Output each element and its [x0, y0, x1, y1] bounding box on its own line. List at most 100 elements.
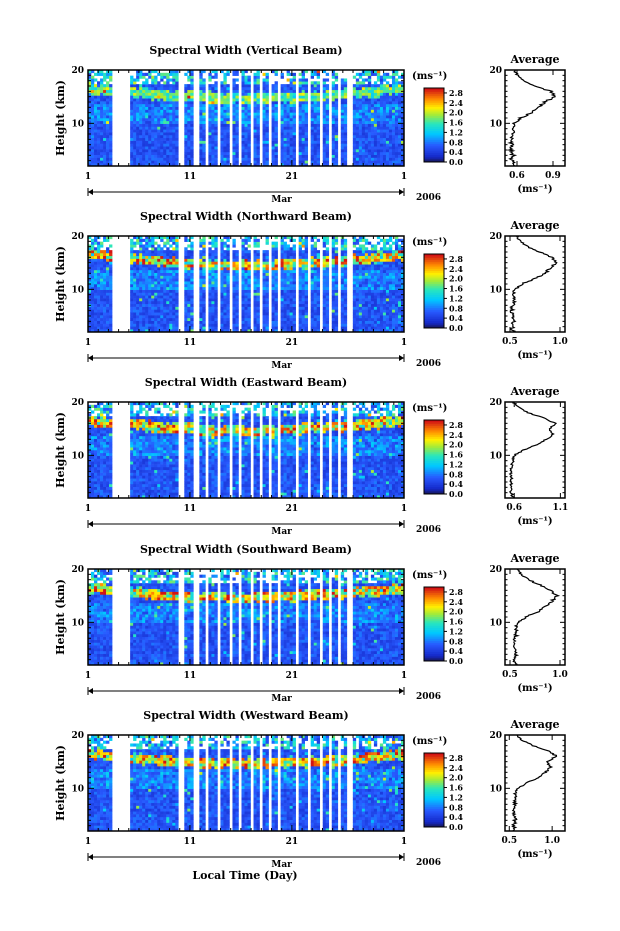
heatmap-cell [256, 140, 260, 144]
heatmap-cell [106, 252, 110, 257]
heatmap-cell [97, 86, 101, 91]
heatmap-cell [100, 312, 104, 316]
heatmap-cell [139, 303, 143, 307]
heatmap-cell [334, 151, 339, 155]
heatmap-cell [130, 323, 134, 327]
heatmap-cell [253, 258, 257, 262]
heatmap-cell [331, 255, 336, 259]
heatmap-cell [316, 320, 321, 324]
heatmap-cell [211, 84, 215, 88]
heatmap-cell [244, 89, 248, 93]
heatmap-cell [367, 70, 372, 74]
heatmap-cell [139, 326, 143, 330]
heatmap-cell [220, 163, 224, 167]
heatmap-cell [145, 323, 149, 327]
heatmap-cell [274, 278, 278, 282]
heatmap-cell [388, 112, 393, 116]
heatmap-cell [133, 146, 137, 150]
heatmap-cell [361, 264, 366, 268]
heatmap-cell [97, 157, 101, 161]
heatmap-cell [343, 109, 348, 113]
heatmap-cell [256, 109, 260, 113]
heatmap-cell [94, 275, 98, 279]
heatmap-cell [355, 89, 360, 93]
heatmap-cell [226, 112, 230, 116]
heatmap-cell [304, 163, 308, 167]
heatmap-cell [325, 86, 330, 91]
heatmap-cell [169, 112, 173, 116]
heatmap-cell [322, 81, 327, 85]
heatmap-cell [274, 275, 278, 279]
heatmap-cell [265, 118, 269, 122]
heatmap-cell [241, 309, 245, 313]
heatmap-cell [355, 284, 360, 288]
heatmap-cell [382, 163, 387, 167]
heatmap-cell [199, 255, 203, 259]
heatmap-cell [106, 109, 110, 113]
heatmap-cell [223, 137, 227, 141]
colorbar-swatch [424, 125, 444, 128]
heatmap-cell [310, 157, 315, 161]
heatmap-cell [331, 312, 336, 316]
heatmap-cell [241, 312, 245, 316]
heatmap-cell [292, 255, 296, 259]
heatmap-cell [187, 118, 191, 122]
heatmap-cell [382, 92, 387, 96]
heatmap-cell [316, 89, 321, 93]
heatmap-cell [292, 134, 296, 139]
heatmap-cell [199, 244, 203, 248]
heatmap-cell [265, 123, 269, 127]
heatmap-cell [286, 151, 290, 155]
heatmap-cell [223, 115, 227, 119]
heatmap-cell [232, 154, 236, 158]
heatmap-cell [100, 272, 104, 276]
heatmap-cell [310, 315, 315, 319]
heatmap-cell [157, 317, 161, 321]
heatmap-cell [148, 86, 152, 91]
heatmap-cell [184, 252, 188, 257]
heatmap-cell [316, 151, 321, 155]
heatmap-cell [139, 312, 143, 316]
heatmap-cell [154, 149, 158, 153]
heatmap-cell [316, 258, 321, 262]
heatmap-cell [262, 101, 266, 105]
heatmap-cell [133, 106, 137, 110]
heatmap-cell [340, 281, 345, 285]
heatmap-cell [253, 250, 257, 254]
heatmap-cell [301, 115, 305, 119]
heatmap-cell [136, 103, 140, 107]
heatmap-cell [202, 306, 206, 310]
heatmap-cell [211, 132, 215, 136]
heatmap-cell [199, 284, 203, 288]
heatmap-cell [208, 284, 212, 288]
heatmap-cell [322, 298, 327, 302]
heatmap-cell [175, 140, 179, 144]
heatmap-cell [265, 298, 269, 302]
heatmap-cell [244, 78, 248, 82]
heatmap-cell [358, 120, 363, 124]
heatmap-cell [142, 137, 146, 141]
heatmap-cell [382, 101, 387, 105]
heatmap-cell [169, 309, 173, 313]
heatmap-cell [190, 278, 194, 282]
heatmap-cell [235, 103, 239, 107]
heatmap-cell [172, 309, 176, 313]
heatmap-cell [235, 303, 239, 307]
heatmap-cell [253, 140, 257, 144]
heatmap-cell [364, 103, 369, 107]
heatmap-cell [385, 72, 390, 76]
heatmap-cell [376, 140, 381, 144]
heatmap-cell [379, 81, 384, 85]
heatmap-cell [325, 289, 330, 293]
heatmap-cell [190, 261, 194, 265]
heatmap-cell [211, 238, 215, 242]
heatmap-cell [358, 103, 363, 107]
heatmap-cell [169, 154, 173, 158]
heatmap-cell [322, 70, 327, 74]
heatmap-cell [241, 284, 245, 288]
heatmap-cell [223, 140, 227, 144]
heatmap-cell [244, 323, 248, 327]
heatmap-cell [172, 284, 176, 288]
heatmap-cell [352, 151, 357, 155]
